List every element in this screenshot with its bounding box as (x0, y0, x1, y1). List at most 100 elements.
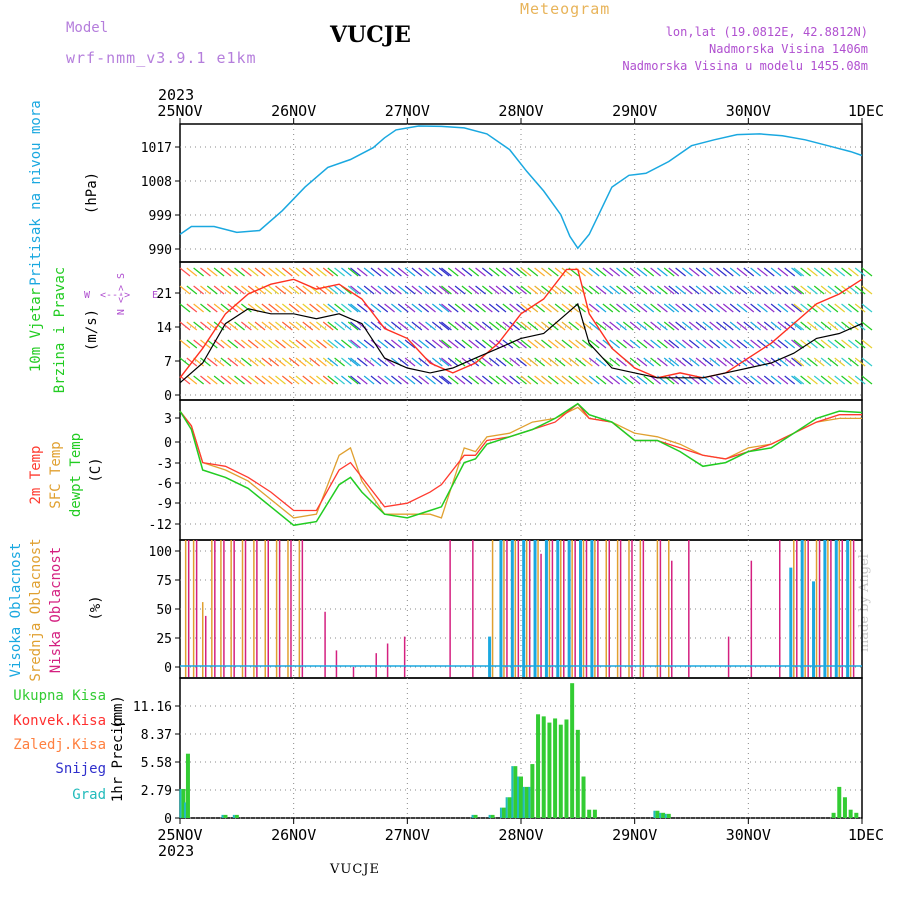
wind-barb (834, 303, 846, 313)
wind-barb (675, 303, 686, 313)
wind-barb (509, 285, 521, 295)
wind-barb (582, 375, 593, 385)
wind-barb (302, 285, 314, 295)
wind-barb (827, 303, 839, 313)
wind-barb (316, 267, 327, 277)
wind-barb (813, 285, 825, 295)
wind-barb (509, 357, 521, 367)
wind-barb (261, 303, 273, 313)
precip-bar (587, 809, 592, 818)
wind-barb (179, 285, 191, 295)
wind-barb (777, 267, 789, 277)
wind-axis-title: Brzina i Pravac (52, 267, 68, 393)
wind-barb (334, 285, 345, 295)
wind-barb (193, 267, 205, 277)
wind-barb (268, 339, 280, 349)
precip-bar (507, 797, 512, 818)
wind-barb (784, 321, 796, 331)
wind-barb (854, 267, 866, 277)
wind-barb (411, 321, 423, 331)
wind-barb (347, 303, 359, 313)
wind-barb (527, 357, 539, 367)
wind-barb (288, 375, 300, 385)
wind-barb (227, 339, 239, 349)
wind-barb (682, 357, 693, 367)
y-tick-label: 0 (164, 389, 172, 404)
wind-barb (441, 285, 452, 295)
wind-barb (800, 357, 811, 367)
wind-barb (261, 357, 273, 367)
precip-snow-bar (659, 812, 662, 818)
wind-barb (729, 375, 741, 385)
wind-barb (327, 303, 339, 313)
wind-barb (275, 375, 286, 385)
wind-barb (502, 375, 514, 385)
wind-barb (582, 267, 593, 277)
wind-barb (663, 339, 675, 349)
wind-barb (561, 267, 573, 277)
wind-barb (309, 303, 320, 313)
wind-barb (657, 303, 668, 313)
wind-barb (193, 321, 205, 331)
precip-bar (490, 814, 495, 818)
chart-title: Meteogram (520, 0, 611, 18)
wind-barb (650, 267, 661, 277)
x-tick-label: 27NOV (385, 826, 430, 844)
wind-barb (716, 375, 727, 385)
precip-bar (181, 788, 186, 818)
wind-barb (595, 339, 607, 349)
wind-barb (616, 285, 627, 295)
wind-barb (322, 321, 334, 331)
wind-barb (447, 375, 459, 385)
wind-barb (722, 321, 734, 331)
wind-barb (777, 303, 789, 313)
x-tick-label: 29NOV (612, 102, 657, 120)
wind-barb (668, 303, 680, 313)
wind-barb (334, 267, 345, 277)
precip-legend-label: Zaledj.Kisa (13, 737, 106, 753)
wind-barb (495, 321, 507, 331)
wind-barb (702, 267, 714, 277)
wind-barb (431, 303, 443, 313)
wind-barb (629, 375, 641, 385)
sfc-temp-line (179, 406, 862, 519)
wind-barb (534, 267, 546, 277)
wind-barb (688, 339, 700, 349)
wind-barb (527, 339, 539, 349)
wind-barb (709, 339, 721, 349)
wind-barb (561, 339, 573, 349)
wind-barb (582, 285, 593, 295)
wind-barb (461, 267, 473, 277)
wind-barb (347, 285, 359, 295)
wind-barb (736, 285, 748, 295)
wind-barb (616, 339, 627, 349)
x-tick-label: 25NOV (157, 102, 202, 120)
wind-barb (827, 357, 839, 367)
wind-barb (295, 375, 307, 385)
wind-barb (709, 357, 721, 367)
wind-barb (179, 357, 191, 367)
wind-barb (861, 357, 873, 367)
wind-barb (729, 267, 741, 277)
wind-barb (763, 375, 775, 385)
wind-barb (495, 357, 507, 367)
wind-barb (643, 339, 655, 349)
wind-barb (288, 357, 300, 367)
dewpt-line (179, 402, 863, 527)
wind-barb (595, 303, 607, 313)
wind-barb (495, 285, 507, 295)
wind-barb (588, 339, 600, 349)
precip-snow-bar (488, 814, 491, 818)
y-tick-label: 100 (149, 545, 172, 560)
wind-barb (847, 321, 859, 331)
wind-barb (502, 357, 514, 367)
wind-barb (770, 375, 782, 385)
wind-barb (643, 303, 655, 313)
wind-barb (582, 357, 593, 367)
wind-barb (461, 321, 473, 331)
compass-arrows: <---> (100, 290, 130, 301)
wind-barb (820, 267, 832, 277)
x-tick-label: 28NOV (498, 826, 543, 844)
wind-barb (206, 267, 218, 277)
wind-barb (784, 267, 796, 277)
